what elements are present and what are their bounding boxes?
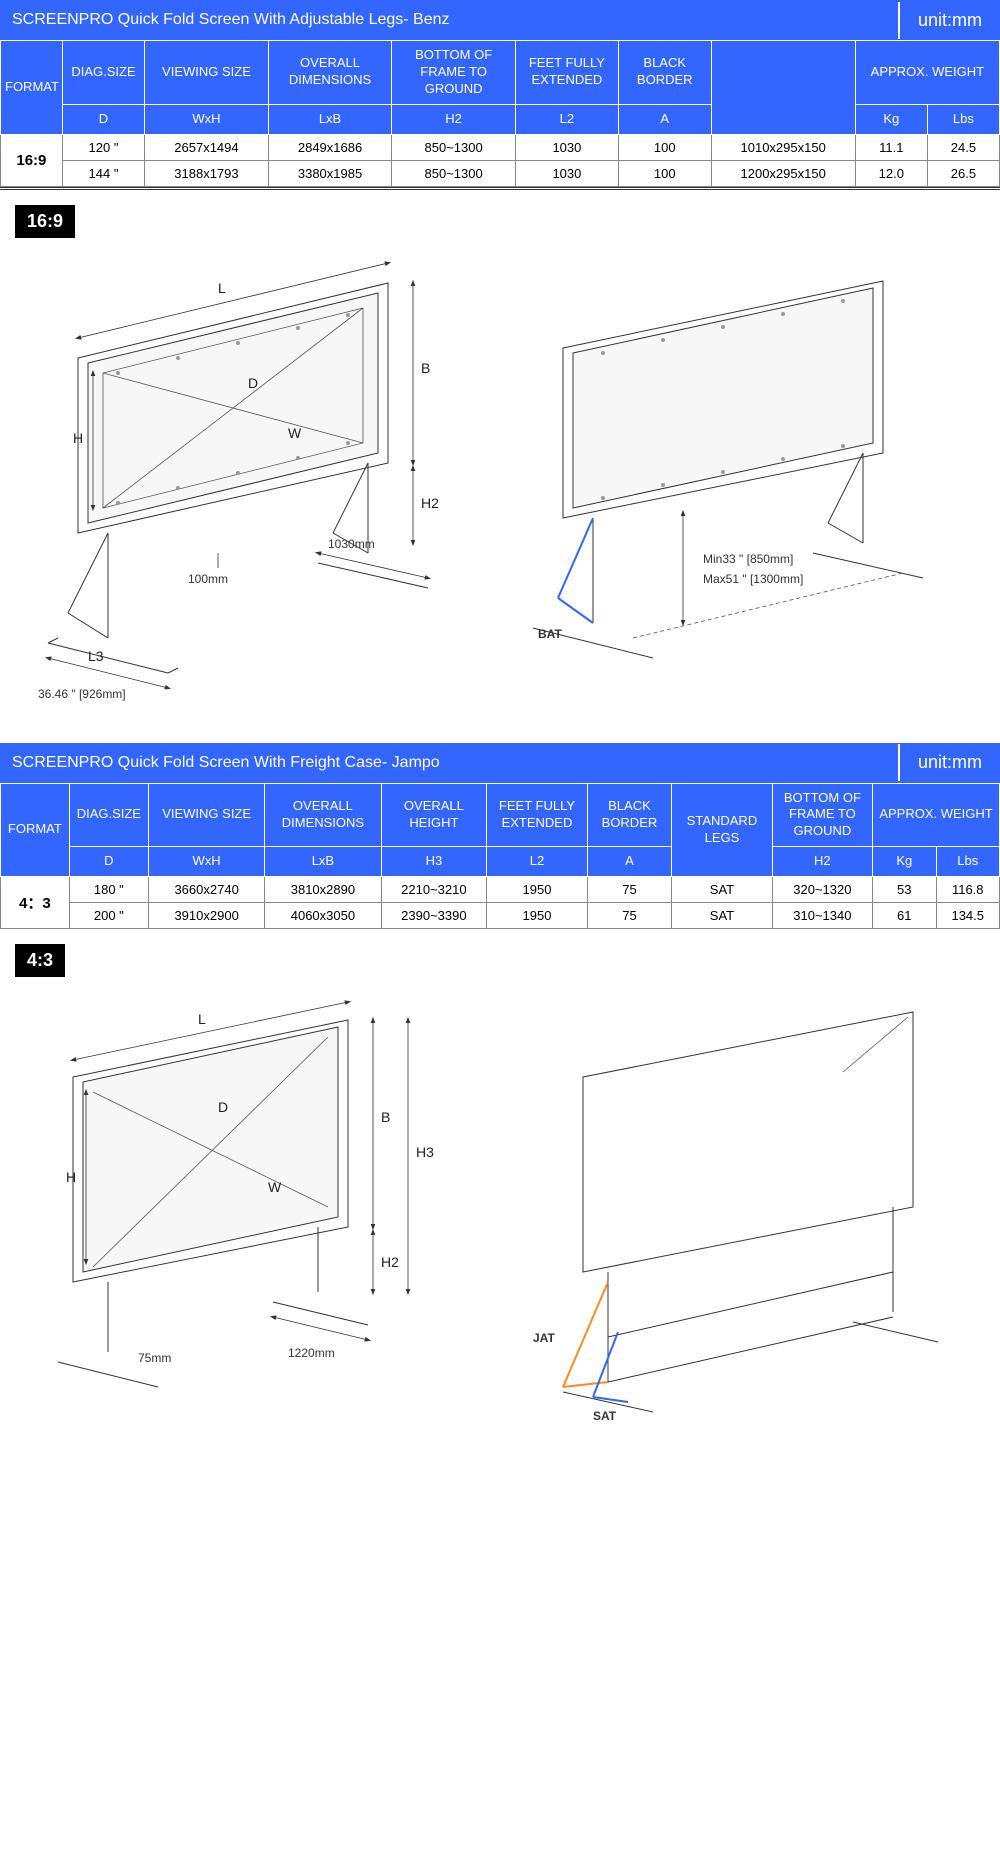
svg-text:JAT: JAT — [533, 1331, 555, 1345]
svg-text:H2: H2 — [421, 495, 439, 511]
th-format: FORMAT — [1, 41, 63, 135]
diagram-left-2: L B H3 H2 D H W 75mm 1220mm — [18, 982, 478, 1402]
screen-diagram-icon: L B H2 D H W 1030mm 100mm — [18, 243, 488, 703]
th-border: BLACK BORDER — [618, 41, 711, 105]
svg-text:Max51 " [1300mm]: Max51 " [1300mm] — [703, 572, 803, 586]
unit-box-1: unit:mm — [898, 2, 1000, 39]
svg-text:W: W — [268, 1179, 282, 1195]
title-text-2: SCREENPRO Quick Fold Screen With Freight… — [0, 746, 898, 780]
th-feet: FEET FULLY EXTENDED — [487, 783, 587, 847]
th-diag: DIAG.SIZE — [62, 41, 144, 105]
svg-text:1030mm: 1030mm — [328, 537, 375, 551]
diagram-right-2: JAT SAT — [493, 982, 983, 1422]
table-row: 16:9 120 " 2657x1494 2849x1686 850~1300 … — [1, 134, 1000, 160]
svg-text:1220mm: 1220mm — [288, 1346, 335, 1360]
spec-table-2: FORMAT DIAG.SIZE VIEWING SIZE OVERALL DI… — [0, 783, 1000, 930]
th-weight: APPROX. WEIGHT — [855, 41, 999, 105]
th-h2: H2 — [392, 104, 516, 134]
svg-text:100mm: 100mm — [188, 572, 228, 586]
th-bottom: BOTTOM OF FRAME TO GROUND — [772, 783, 872, 847]
svg-text:L: L — [218, 280, 226, 296]
th-height: OVERALL HEIGHT — [381, 783, 487, 847]
spec-table-1: FORMAT DIAG.SIZE VIEWING SIZE OVERALL DI… — [0, 40, 1000, 187]
th-l2: L2 — [515, 104, 618, 134]
title-bar-2: SCREENPRO Quick Fold Screen With Freight… — [0, 743, 1000, 783]
th-diag: DIAG.SIZE — [69, 783, 148, 847]
svg-text:H: H — [66, 1169, 76, 1185]
svg-text:SAT: SAT — [593, 1409, 617, 1422]
diagram-left-1: L B H2 D H W 1030mm 100mm — [18, 243, 488, 703]
th-bottom: BOTTOM OF FRAME TO GROUND — [392, 41, 516, 105]
svg-text:W: W — [288, 425, 302, 441]
section-jampo: SCREENPRO Quick Fold Screen With Freight… — [0, 743, 1000, 1443]
th-blank — [711, 41, 855, 135]
table-row: 144 " 3188x1793 3380x1985 850~1300 1030 … — [1, 160, 1000, 186]
th-feet: FEET FULLY EXTENDED — [515, 41, 618, 105]
screen-diagram-icon: L B H3 H2 D H W 75mm 1220mm — [18, 982, 478, 1402]
th-kg: Kg — [855, 104, 927, 134]
svg-text:B: B — [421, 360, 430, 376]
diagram-row-1: L B H2 D H W 1030mm 100mm — [0, 243, 1000, 723]
title-text-1: SCREENPRO Quick Fold Screen With Adjusta… — [0, 3, 898, 37]
th-view: VIEWING SIZE — [148, 783, 264, 847]
ratio-badge-1: 16:9 — [15, 205, 75, 238]
format-cell: 4：3 — [1, 877, 70, 929]
th-d: D — [62, 104, 144, 134]
format-cell: 16:9 — [1, 134, 63, 186]
svg-text:BAT: BAT — [538, 627, 562, 641]
svg-text:H: H — [73, 430, 83, 446]
section-benz: SCREENPRO Quick Fold Screen With Adjusta… — [0, 0, 1000, 723]
svg-text:H3: H3 — [416, 1144, 434, 1160]
svg-text:36.46 " [926mm]: 36.46 " [926mm] — [38, 687, 126, 701]
table-row: 200 " 3910x2900 4060x3050 2390~3390 1950… — [1, 903, 1000, 929]
th-a: A — [618, 104, 711, 134]
th-view: VIEWING SIZE — [145, 41, 269, 105]
svg-text:D: D — [248, 375, 258, 391]
svg-text:L: L — [198, 1011, 206, 1027]
svg-text:H2: H2 — [381, 1254, 399, 1270]
th-legs: STANDARD LEGS — [672, 783, 772, 877]
diagram-right-1: Min33 " [850mm] Max51 " [1300mm] BAT — [503, 243, 983, 683]
svg-text:B: B — [381, 1109, 390, 1125]
svg-text:Min33 " [850mm]: Min33 " [850mm] — [703, 552, 793, 566]
ratio-badge-2: 4:3 — [15, 944, 65, 977]
screen-diagram-icon: JAT SAT — [493, 982, 983, 1422]
th-lxb: LxB — [268, 104, 392, 134]
th-border: BLACK BORDER — [587, 783, 672, 847]
unit-box-2: unit:mm — [898, 744, 1000, 781]
title-bar-1: SCREENPRO Quick Fold Screen With Adjusta… — [0, 0, 1000, 40]
diagram-row-2: L B H3 H2 D H W 75mm 1220mm — [0, 982, 1000, 1442]
svg-text:L3: L3 — [88, 648, 104, 664]
svg-text:75mm: 75mm — [138, 1351, 171, 1365]
th-overall: OVERALL DIMENSIONS — [268, 41, 392, 105]
table-row: 4：3 180 " 3660x2740 3810x2890 2210~3210 … — [1, 877, 1000, 903]
th-wxh: WxH — [145, 104, 269, 134]
th-lbs: Lbs — [927, 104, 999, 134]
th-weight: APPROX. WEIGHT — [873, 783, 1000, 847]
th-overall: OVERALL DIMENSIONS — [265, 783, 381, 847]
screen-diagram-icon: Min33 " [850mm] Max51 " [1300mm] BAT — [503, 243, 983, 683]
th-format: FORMAT — [1, 783, 70, 877]
svg-text:D: D — [218, 1099, 228, 1115]
